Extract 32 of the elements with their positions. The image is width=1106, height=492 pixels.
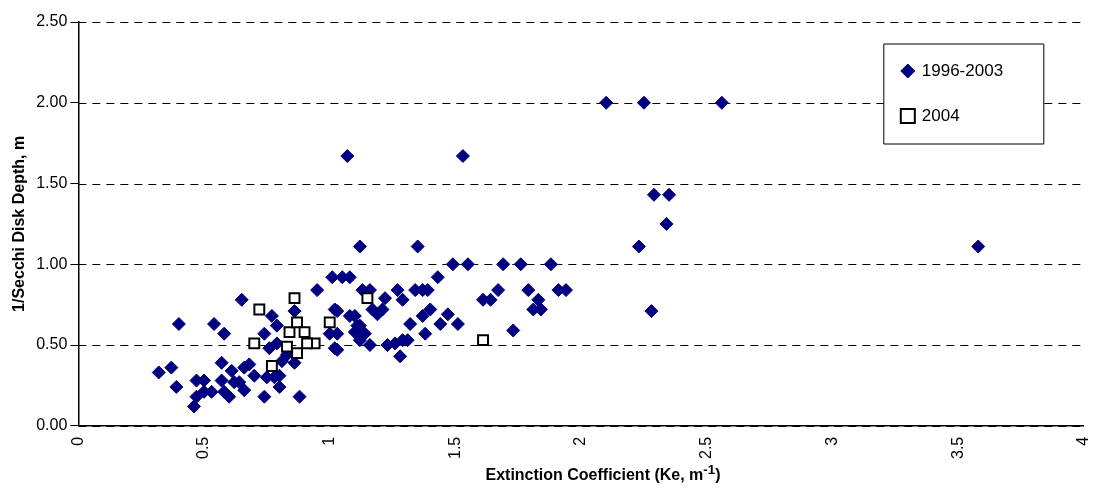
- point: [288, 292, 301, 305]
- legend-label: 2004: [921, 105, 960, 125]
- x-tick-label: 0.5: [194, 436, 212, 460]
- point: [248, 337, 261, 350]
- x-tick-label: 2: [571, 436, 589, 446]
- point: [323, 316, 336, 329]
- x-axis-title: Extinction Coefficient (Ke, m$^{-1}$): [484, 462, 722, 485]
- x-tick-label: 1.5: [445, 436, 463, 460]
- x-tick-label: 3.5: [948, 436, 966, 460]
- x-tick-label: 3: [822, 436, 840, 446]
- x-tick-label: 4: [1074, 436, 1092, 446]
- y-tick-label: 2.00: [36, 93, 68, 111]
- point: [301, 337, 314, 350]
- x-tick-label: 0: [68, 436, 86, 446]
- point: [477, 334, 489, 347]
- point: [283, 326, 296, 339]
- point: [291, 316, 303, 329]
- point: [291, 347, 303, 360]
- point: [298, 326, 311, 339]
- y-axis-title: 1/Secchi Disk Depth, m: [10, 135, 28, 312]
- x-tick-label: 2.5: [697, 436, 715, 460]
- point: [281, 340, 293, 353]
- x-tick-label: 1: [320, 436, 338, 446]
- point: [253, 303, 266, 316]
- point: [361, 292, 374, 305]
- y-tick-label: 1.00: [36, 254, 68, 272]
- y-tick-label: 0.50: [36, 335, 68, 353]
- y-tick-label: 2.50: [36, 12, 68, 30]
- y-tick-label: 0.00: [36, 416, 68, 434]
- legend-label: 1996-2003: [921, 60, 1004, 80]
- y-tick-label: 1.50: [36, 173, 68, 191]
- point: [265, 360, 278, 372]
